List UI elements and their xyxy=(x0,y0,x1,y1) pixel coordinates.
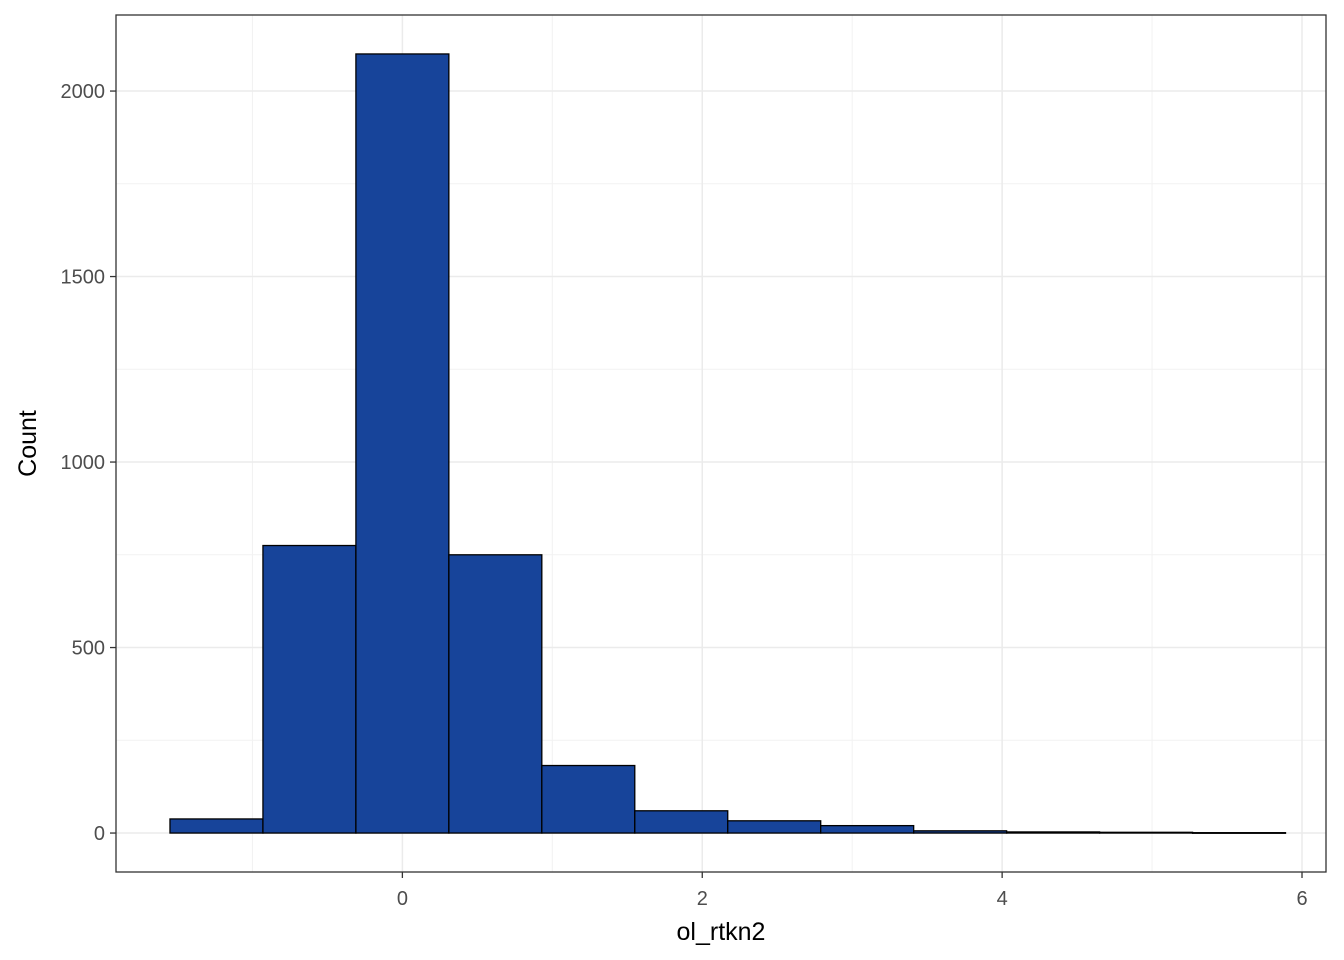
x-tick-label: 6 xyxy=(1296,888,1307,910)
histogram-bar xyxy=(1005,831,1101,834)
histogram-bar xyxy=(820,824,915,834)
panel-border xyxy=(115,14,1327,873)
histogram-bar xyxy=(355,53,450,834)
x-axis: 0 2 4 6 xyxy=(397,872,1308,910)
histogram-bars xyxy=(169,53,1287,834)
histogram-bar xyxy=(1191,832,1287,834)
x-tick-label: 0 xyxy=(397,888,408,910)
y-axis-title: Count xyxy=(14,410,42,477)
histogram-bar xyxy=(541,764,636,834)
histogram-bar xyxy=(262,544,357,834)
x-tick-label: 4 xyxy=(997,888,1008,910)
y-tick-label: 0 xyxy=(94,823,105,845)
x-tick-label: 2 xyxy=(697,888,708,910)
histogram-bar xyxy=(1098,831,1194,834)
y-axis: 0 500 1000 1500 2000 xyxy=(61,81,116,845)
histogram-bar xyxy=(169,818,264,834)
y-tick-label: 2000 xyxy=(61,81,106,103)
y-tick-label: 1000 xyxy=(61,452,106,474)
histogram-bar xyxy=(634,810,729,834)
x-axis-title: ol_rtkn2 xyxy=(677,918,766,946)
histogram-bar xyxy=(727,820,822,834)
histogram-bar xyxy=(913,830,1008,834)
y-tick-label: 500 xyxy=(72,638,105,660)
y-tick-label: 1500 xyxy=(61,267,106,289)
histogram-bar xyxy=(448,554,543,834)
